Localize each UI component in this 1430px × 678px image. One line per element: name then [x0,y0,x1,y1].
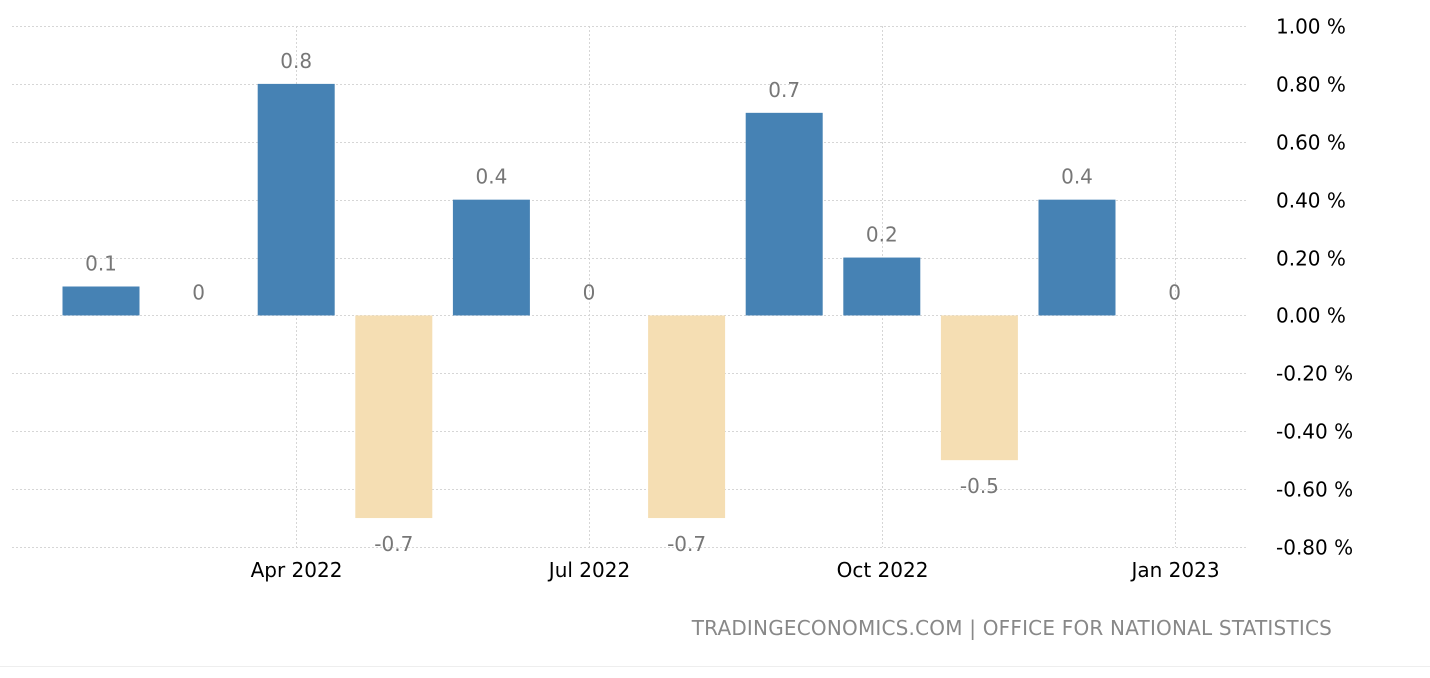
y-tick-label: 0.80 % [1276,73,1346,97]
x-tick-label: Apr 2022 [251,558,343,582]
bar-chart: 1.00 % 0.80 % 0.60 % 0.40 % 0.20 % 0.00 % -0.2… [12,15,1353,582]
bar [648,315,726,519]
bar [62,286,140,316]
x-tick-label: Jul 2022 [547,558,630,582]
bar [940,315,1018,461]
data-label: 0.4 [1061,165,1093,189]
data-label: 0 [192,280,205,304]
bar [745,112,823,316]
data-label: 0.4 [475,165,507,189]
y-tick-label: -0.20 % [1276,362,1353,386]
bar [452,199,530,316]
data-label: 0 [583,280,596,304]
data-label: 0.7 [768,78,800,102]
bar [257,83,335,316]
bar [1038,199,1116,316]
x-tick-label: Oct 2022 [837,558,929,582]
bottom-divider [0,666,1430,667]
y-tick-label: 0.40 % [1276,189,1346,213]
data-label: 0.2 [866,223,898,247]
data-label: 0.1 [85,252,117,276]
y-tick-label: 0.60 % [1276,131,1346,155]
data-label: 0 [1168,280,1181,304]
data-label: 0.8 [280,49,312,73]
source-attribution: TRADINGECONOMICS.COM | OFFICE FOR NATION… [691,616,1332,640]
data-label: -0.5 [960,474,999,498]
y-tick-label: 0.00 % [1276,304,1346,328]
bar [355,315,433,519]
y-tick-label: 1.00 % [1276,15,1346,39]
x-tick-label: Jan 2023 [1129,558,1219,582]
bar [843,257,921,316]
y-tick-label: -0.80 % [1276,536,1353,560]
y-tick-label: -0.40 % [1276,420,1353,444]
y-tick-label: 0.20 % [1276,247,1346,271]
data-label: -0.7 [667,532,706,556]
data-label: -0.7 [374,532,413,556]
y-tick-label: -0.60 % [1276,478,1353,502]
